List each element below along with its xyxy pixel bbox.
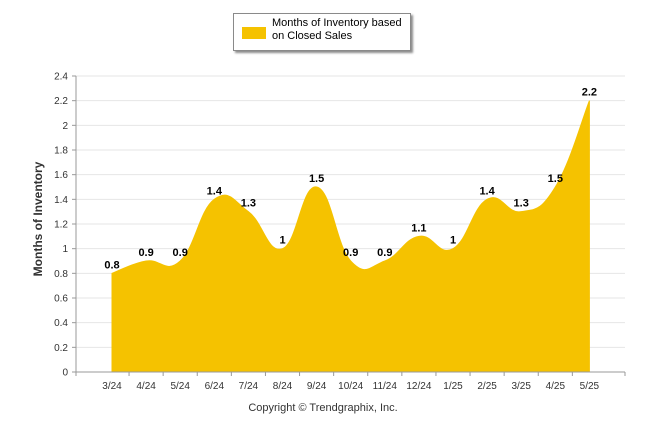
y-tick-label: 1.2	[54, 220, 68, 231]
y-tick-label: 0.4	[54, 318, 68, 329]
y-tick-label: 0	[62, 368, 68, 379]
y-tick-label: 0.8	[54, 269, 68, 280]
data-label: 0.8	[104, 259, 119, 271]
y-tick-label: 1.6	[54, 170, 68, 181]
data-label: 1.5	[309, 173, 324, 185]
data-labels: 0.8 0.9 0.9 1.4 1.3 1 1.5 0.9 0.9 1.1 1 1.4 1.3 1.5 2.…	[104, 87, 597, 272]
data-label: 1	[279, 235, 285, 247]
y-tick-label: 1.4	[54, 195, 68, 206]
x-axis-ticks: 3/24 4/24 5/24 6/24 7/24 8/24 9/24 10/24 11/24 12…	[75, 372, 626, 392]
copyright-text: Copyright © Trendgraphix, Inc.	[248, 402, 398, 414]
x-tick-label: 7/24	[239, 381, 259, 392]
x-tick-label: 3/25	[511, 381, 531, 392]
legend: Months of Inventory based on Closed Sale…	[233, 13, 411, 51]
y-axis-ticks: 0 0.2 0.4 0.6 0.8 1 1.2 1.4 1.6 1.8 2 2.2 2.4	[54, 72, 76, 379]
data-label: 2.2	[582, 87, 597, 99]
axes	[75, 76, 625, 373]
data-label: 0.9	[138, 247, 153, 259]
y-tick-label: 1.8	[54, 146, 68, 157]
data-label: 0.9	[343, 247, 358, 259]
legend-swatch	[242, 27, 266, 39]
x-tick-label: 8/24	[273, 381, 293, 392]
y-axis-title: Months of Inventory	[31, 161, 45, 277]
data-label: 1.4	[207, 185, 223, 197]
data-label: 1.1	[411, 222, 426, 234]
series-area-path	[111, 100, 590, 373]
y-tick-label: 1	[62, 244, 68, 255]
x-tick-label: 5/25	[580, 381, 600, 392]
x-tick-label: 2/25	[477, 381, 497, 392]
x-tick-label: 1/25	[443, 381, 463, 392]
legend-label: Months of Inventory based on Closed Sale…	[272, 17, 402, 42]
x-tick-label: 6/24	[205, 381, 225, 392]
y-tick-label: 0.2	[54, 343, 68, 354]
x-tick-label: 9/24	[307, 381, 327, 392]
data-label: 0.9	[377, 247, 392, 259]
data-label: 1.5	[548, 173, 563, 185]
data-label: 1	[450, 235, 456, 247]
data-label: 1.3	[241, 198, 256, 210]
x-tick-label: 4/25	[546, 381, 566, 392]
x-tick-label: 10/24	[338, 381, 363, 392]
x-tick-label: 5/24	[170, 381, 190, 392]
y-tick-label: 2.4	[54, 72, 68, 83]
x-tick-label: 3/24	[102, 381, 122, 392]
y-tick-label: 2	[62, 121, 68, 132]
y-tick-label: 2.2	[54, 96, 68, 107]
y-tick-label: 0.6	[54, 294, 68, 305]
x-tick-label: 11/24	[373, 381, 398, 392]
data-label: 1.3	[514, 198, 529, 210]
x-tick-label: 12/24	[406, 381, 431, 392]
data-label: 1.4	[479, 185, 495, 197]
data-label: 0.9	[173, 247, 188, 259]
x-tick-label: 4/24	[136, 381, 156, 392]
series-area	[111, 100, 590, 373]
